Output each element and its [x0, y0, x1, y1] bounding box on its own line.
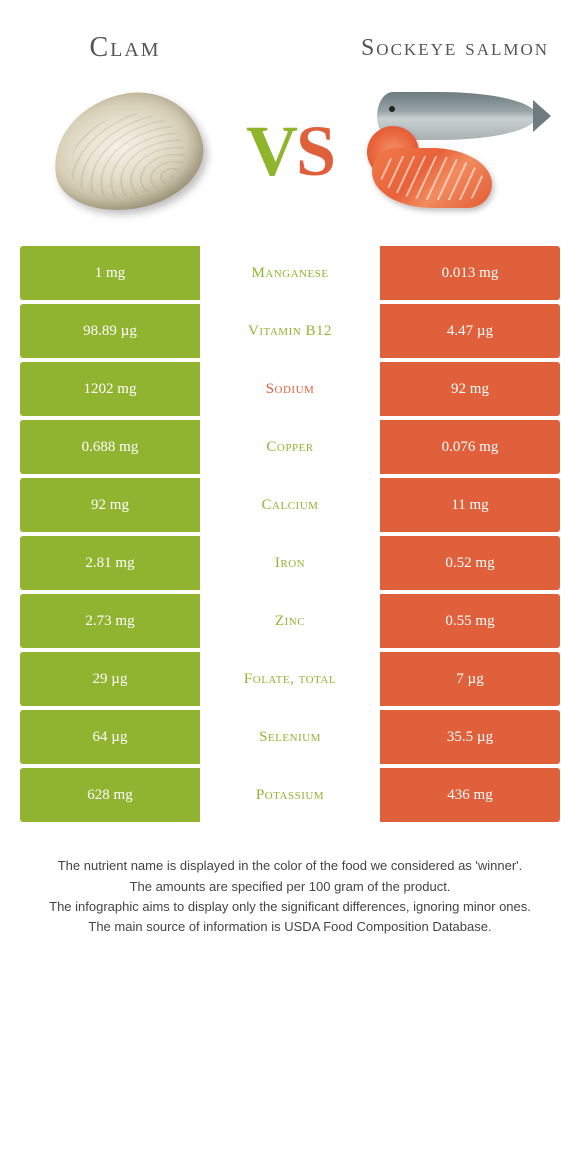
nutrient-name: Copper	[200, 420, 380, 474]
clam-value: 2.81 mg	[20, 536, 200, 590]
nutrient-name: Selenium	[200, 710, 380, 764]
nutrient-name: Folate, total	[200, 652, 380, 706]
nutrient-name: Zinc	[200, 594, 380, 648]
nutrient-name: Vitamin B12	[200, 304, 380, 358]
table-row: 64 µgSelenium35.5 µg	[20, 710, 560, 764]
salmon-value: 0.076 mg	[380, 420, 560, 474]
nutrient-name: Potassium	[200, 768, 380, 822]
food-left-title: Clam	[20, 30, 230, 66]
nutrient-table: 1 mgManganese0.013 mg98.89 µgVitamin B12…	[0, 246, 580, 826]
table-row: 2.81 mgIron0.52 mg	[20, 536, 560, 590]
salmon-value: 0.013 mg	[380, 246, 560, 300]
salmon-value: 35.5 µg	[380, 710, 560, 764]
clam-image	[20, 94, 236, 209]
footnote-line: The nutrient name is displayed in the co…	[30, 856, 550, 876]
food-right-title: Sockeye salmon	[350, 33, 560, 64]
clam-value: 92 mg	[20, 478, 200, 532]
footnote-line: The amounts are specified per 100 gram o…	[30, 877, 550, 897]
salmon-value: 436 mg	[380, 768, 560, 822]
salmon-value: 92 mg	[380, 362, 560, 416]
table-row: 29 µgFolate, total7 µg	[20, 652, 560, 706]
nutrient-name: Sodium	[200, 362, 380, 416]
clam-value: 0.688 mg	[20, 420, 200, 474]
table-row: 2.73 mgZinc0.55 mg	[20, 594, 560, 648]
salmon-image	[344, 86, 560, 216]
salmon-value: 0.55 mg	[380, 594, 560, 648]
table-row: 1 mgManganese0.013 mg	[20, 246, 560, 300]
nutrient-name: Manganese	[200, 246, 380, 300]
clam-icon	[53, 94, 203, 209]
clam-value: 29 µg	[20, 652, 200, 706]
salmon-value: 4.47 µg	[380, 304, 560, 358]
table-row: 98.89 µgVitamin B124.47 µg	[20, 304, 560, 358]
vs-v: V	[246, 111, 296, 191]
clam-value: 628 mg	[20, 768, 200, 822]
salmon-value: 11 mg	[380, 478, 560, 532]
table-row: 0.688 mgCopper0.076 mg	[20, 420, 560, 474]
vs-s: S	[296, 111, 334, 191]
salmon-value: 0.52 mg	[380, 536, 560, 590]
nutrient-name: Calcium	[200, 478, 380, 532]
footnotes: The nutrient name is displayed in the co…	[0, 826, 580, 937]
header: Clam Sockeye salmon	[0, 0, 580, 76]
salmon-value: 7 µg	[380, 652, 560, 706]
clam-value: 98.89 µg	[20, 304, 200, 358]
salmon-icon	[367, 86, 537, 216]
vs-label: VS	[246, 110, 334, 193]
table-row: 92 mgCalcium11 mg	[20, 478, 560, 532]
table-row: 1202 mgSodium92 mg	[20, 362, 560, 416]
footnote-line: The main source of information is USDA F…	[30, 917, 550, 937]
clam-value: 2.73 mg	[20, 594, 200, 648]
hero-row: VS	[0, 76, 580, 246]
nutrient-name: Iron	[200, 536, 380, 590]
clam-value: 1202 mg	[20, 362, 200, 416]
clam-value: 1 mg	[20, 246, 200, 300]
table-row: 628 mgPotassium436 mg	[20, 768, 560, 822]
footnote-line: The infographic aims to display only the…	[30, 897, 550, 917]
clam-value: 64 µg	[20, 710, 200, 764]
